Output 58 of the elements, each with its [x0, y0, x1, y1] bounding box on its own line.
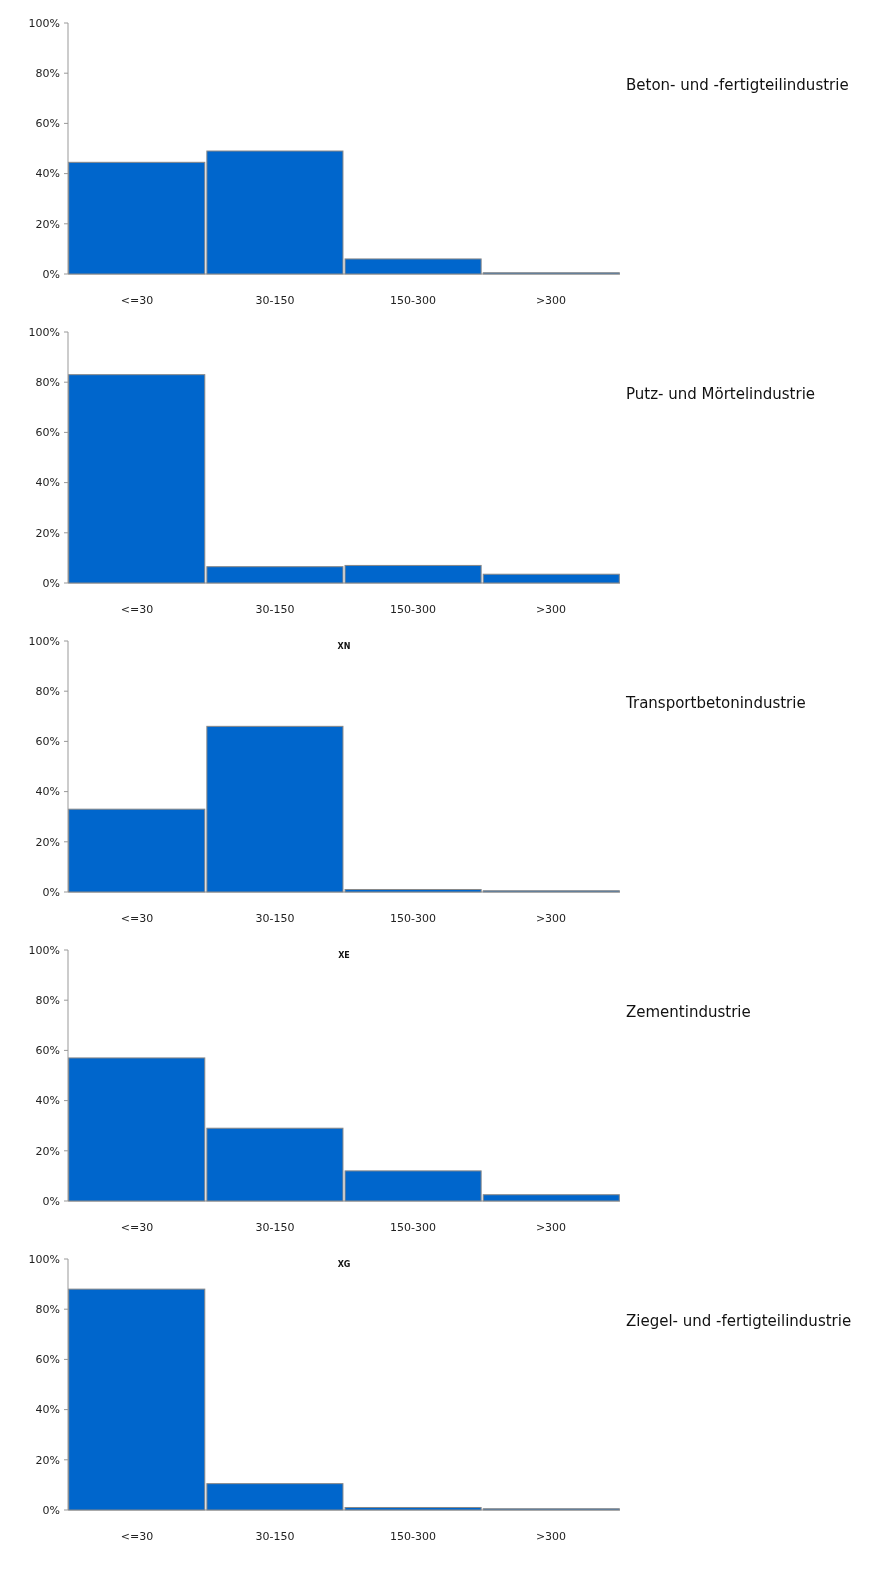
text: Transportbetonindustrie [625, 694, 806, 712]
x-tick-label: 30-150 [255, 1221, 295, 1234]
x-tick-label: >300 [535, 294, 567, 307]
y-tick-label: 60% [35, 1353, 60, 1367]
chart-title: XE [338, 951, 350, 960]
y-tick-label: 20% [35, 1144, 60, 1158]
text: Zementindustrie [626, 1003, 751, 1021]
y-tick-label: 40% [35, 476, 60, 490]
y-tick-label: 40% [35, 785, 60, 799]
text: Putz- und Mörtelindustrie [626, 385, 816, 403]
x-tick-label: 150-300 [390, 912, 436, 925]
y-tick-label: 100% [28, 16, 60, 30]
y-tick-label: 80% [35, 67, 60, 81]
x-tick-label: >300 [535, 1221, 567, 1234]
x-tick-label: 30-150 [255, 294, 295, 307]
y-tick-label: 0% [42, 1194, 60, 1208]
x-tick-label: 30-150 [255, 603, 295, 616]
y-tick-label: 20% [35, 1453, 60, 1467]
x-tick-label: <=30 [120, 1530, 154, 1543]
y-tick-label: 100% [28, 1252, 60, 1266]
y-tick-label: 40% [35, 1403, 60, 1417]
y-tick-label: 60% [35, 1044, 60, 1058]
x-tick-label: <=30 [120, 603, 154, 616]
y-tick-label: 60% [35, 117, 60, 131]
x-tick-label: 150-300 [390, 1530, 436, 1543]
y-tick-label: 80% [35, 376, 60, 390]
y-tick-label: 80% [35, 994, 60, 1008]
x-tick-label: >300 [535, 912, 567, 925]
y-tick-label: 20% [35, 835, 60, 849]
y-tick-label: 80% [35, 1303, 60, 1317]
y-tick-label: 20% [35, 217, 60, 231]
x-tick-label: 150-300 [390, 603, 436, 616]
y-tick-label: 20% [35, 526, 60, 540]
y-tick-label: 0% [42, 576, 60, 590]
x-tick-label: <=30 [120, 912, 154, 925]
chart-title: XN [337, 642, 351, 651]
y-tick-label: 40% [35, 167, 60, 181]
x-tick-label: 150-300 [390, 1221, 436, 1234]
chart-title: XG [337, 1260, 351, 1269]
x-tick-label: <=30 [120, 294, 154, 307]
y-tick-label: 0% [42, 885, 60, 899]
y-tick-label: 60% [35, 426, 60, 440]
y-tick-label: 100% [28, 325, 60, 339]
y-tick-label: 0% [42, 1503, 60, 1517]
y-tick-label: 100% [28, 943, 60, 957]
y-tick-label: 40% [35, 1094, 60, 1108]
y-tick-label: 60% [35, 735, 60, 749]
x-tick-label: 30-150 [255, 912, 295, 925]
y-tick-label: 80% [35, 685, 60, 699]
text: Ziegel- und -fertigteilindustrie [626, 1312, 852, 1330]
x-tick-label: >300 [535, 1530, 567, 1543]
x-tick-label: >300 [535, 603, 567, 616]
y-tick-label: 100% [28, 634, 60, 648]
x-tick-label: 30-150 [255, 1530, 295, 1543]
x-tick-label: 150-300 [390, 294, 436, 307]
x-tick-label: <=30 [120, 1221, 154, 1234]
y-tick-label: 0% [42, 267, 60, 281]
text: Beton- und -fertigteilindustrie [626, 76, 849, 94]
